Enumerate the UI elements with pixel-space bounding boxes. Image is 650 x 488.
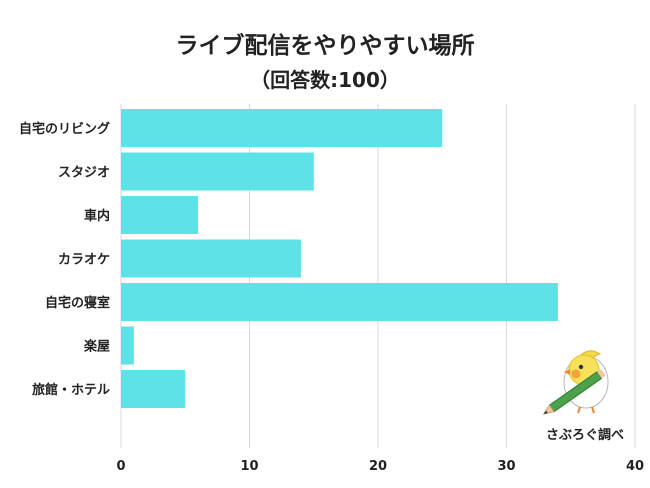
category-label: スタジオ bbox=[58, 166, 110, 181]
bar-4 bbox=[121, 283, 558, 321]
chart-subtitle: （回答数:100） bbox=[250, 68, 400, 92]
x-tick-label: 30 bbox=[497, 459, 515, 474]
bars bbox=[121, 109, 558, 408]
category-label: 自宅のリビング bbox=[19, 121, 110, 137]
bar-2 bbox=[121, 196, 199, 234]
bar-5 bbox=[121, 326, 134, 365]
bar-6 bbox=[121, 370, 186, 408]
category-label: 楽屋 bbox=[83, 339, 110, 355]
bird-with-pencil-icon bbox=[542, 350, 609, 415]
x-tick-label: 40 bbox=[626, 459, 644, 474]
bar-1 bbox=[121, 152, 314, 191]
bar-0 bbox=[121, 109, 443, 147]
category-label: 旅館・ホテル bbox=[32, 382, 110, 398]
category-label: カラオケ bbox=[58, 253, 110, 268]
source-branding: さぶろぐ調べ bbox=[545, 428, 624, 443]
category-label: 自宅の寝室 bbox=[45, 295, 110, 311]
x-tick-label: 0 bbox=[116, 459, 125, 474]
x-tick-label: 10 bbox=[240, 459, 258, 474]
tick-labels: 0 10 20 30 40 bbox=[116, 459, 644, 474]
chart-title: ライブ配信をやりやすい場所 bbox=[175, 33, 475, 59]
bar-3 bbox=[121, 239, 301, 278]
category-label: 車内 bbox=[84, 208, 110, 224]
x-tick-label: 20 bbox=[369, 459, 387, 474]
